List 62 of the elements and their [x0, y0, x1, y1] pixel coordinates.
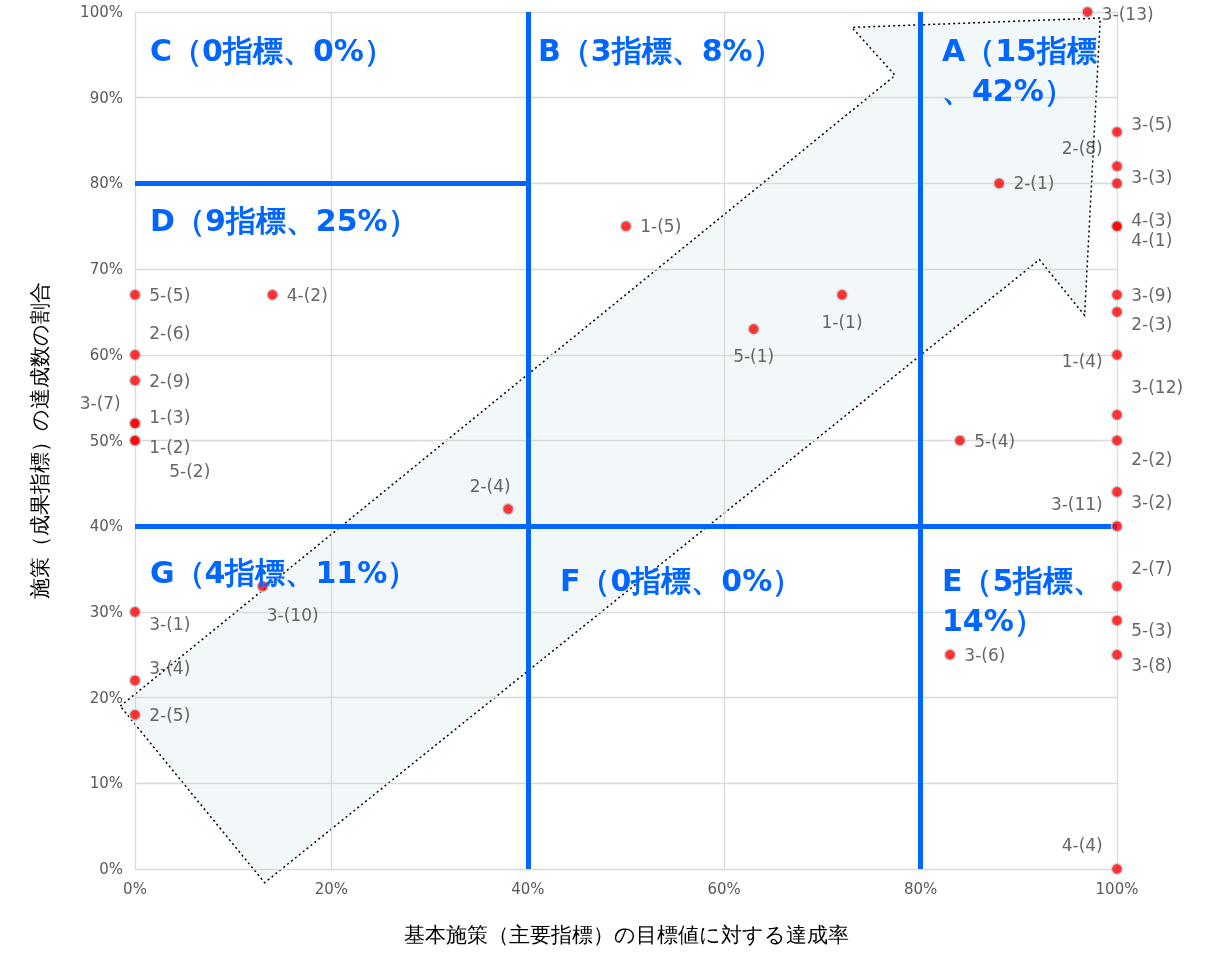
- y-axis-title: 施策（成果指標）の達成数の割合: [27, 282, 52, 599]
- series-label: 5-(5): [149, 284, 191, 305]
- series-label: 3-(11): [1050, 494, 1103, 515]
- series-label: 5-(4): [974, 430, 1016, 451]
- annotation: B（3指標、8%）: [538, 32, 783, 68]
- x-tick-label: 100%: [1095, 879, 1139, 898]
- series-label: 1-(2): [149, 436, 191, 457]
- series-label: 2-(9): [149, 370, 191, 391]
- series-label: 2-(8): [1061, 138, 1103, 159]
- x-tick-label: 80%: [903, 879, 938, 898]
- series-label: 3-(9): [1131, 284, 1173, 305]
- y-tick-label: 10%: [89, 774, 123, 793]
- y-tick-label: 40%: [89, 517, 123, 536]
- annotation: G（4指標、11%）: [150, 554, 418, 590]
- series-label: 2-(5): [149, 704, 191, 725]
- series-label: 3-(1): [149, 613, 191, 634]
- series-label: 2-(3): [1131, 313, 1173, 334]
- y-tick-label: 80%: [89, 174, 123, 193]
- series-label: 3-(8): [1131, 654, 1173, 675]
- series-label: 1-(5): [640, 216, 682, 237]
- y-tick-label: 0%: [99, 860, 123, 878]
- series-label: 5-(3): [1131, 620, 1173, 641]
- series-label: 3-(6): [964, 644, 1006, 665]
- series-label: 3-(13): [1101, 4, 1154, 24]
- series-label: 5-(1): [733, 345, 775, 366]
- y-tick-label: 30%: [89, 602, 123, 621]
- series-label: 2-(2): [1131, 448, 1173, 469]
- series-label: 3-(10): [266, 604, 319, 625]
- series-label: 3-(4): [149, 658, 191, 679]
- series-label: 4-(2): [286, 284, 328, 305]
- annotation: A（15指標、42%）: [942, 32, 1097, 108]
- x-axis-title: 基本施策（主要指標）の目標値に対する達成率: [403, 922, 849, 947]
- series-label: 2-(4): [469, 476, 511, 497]
- y-tick-label: 90%: [89, 88, 123, 107]
- text: 5-(2): [169, 460, 211, 481]
- annotation: D（9指標、25%）: [150, 202, 418, 238]
- series-label: 4-(3): [1131, 210, 1173, 231]
- y-tick-label: 60%: [89, 345, 123, 364]
- y-tick-label: 100%: [80, 3, 123, 21]
- annotation: C（0指標、0%）: [150, 32, 394, 68]
- series-label: 1-(1): [821, 311, 863, 332]
- y-tick-label: 50%: [89, 431, 123, 450]
- series-label: 3-(12): [1131, 376, 1184, 397]
- series-label: 4-(1): [1131, 230, 1173, 251]
- series-label: 4-(4): [1061, 835, 1103, 855]
- series-label: 3-(5): [1131, 113, 1173, 134]
- series-label: 3-(7): [79, 393, 121, 414]
- x-tick-label: 0%: [123, 879, 147, 898]
- series-label: 1-(4): [1061, 350, 1103, 371]
- series-label: 1-(3): [149, 407, 191, 428]
- series-label: 2-(1): [1013, 173, 1055, 194]
- annotation: E（5指標、14%）: [942, 562, 1104, 638]
- y-tick-label: 70%: [89, 260, 123, 279]
- x-tick-label: 20%: [314, 879, 349, 898]
- series-label: 3-(3): [1131, 167, 1173, 188]
- x-tick-label: 40%: [511, 879, 545, 898]
- y-tick-label: 20%: [89, 688, 123, 707]
- series-label: 2-(7): [1131, 558, 1173, 579]
- x-tick-label: 60%: [707, 879, 741, 898]
- series-label: 3-(2): [1131, 491, 1173, 512]
- annotation: F（0指標、0%）: [560, 562, 803, 598]
- series-label: 2-(6): [149, 322, 191, 343]
